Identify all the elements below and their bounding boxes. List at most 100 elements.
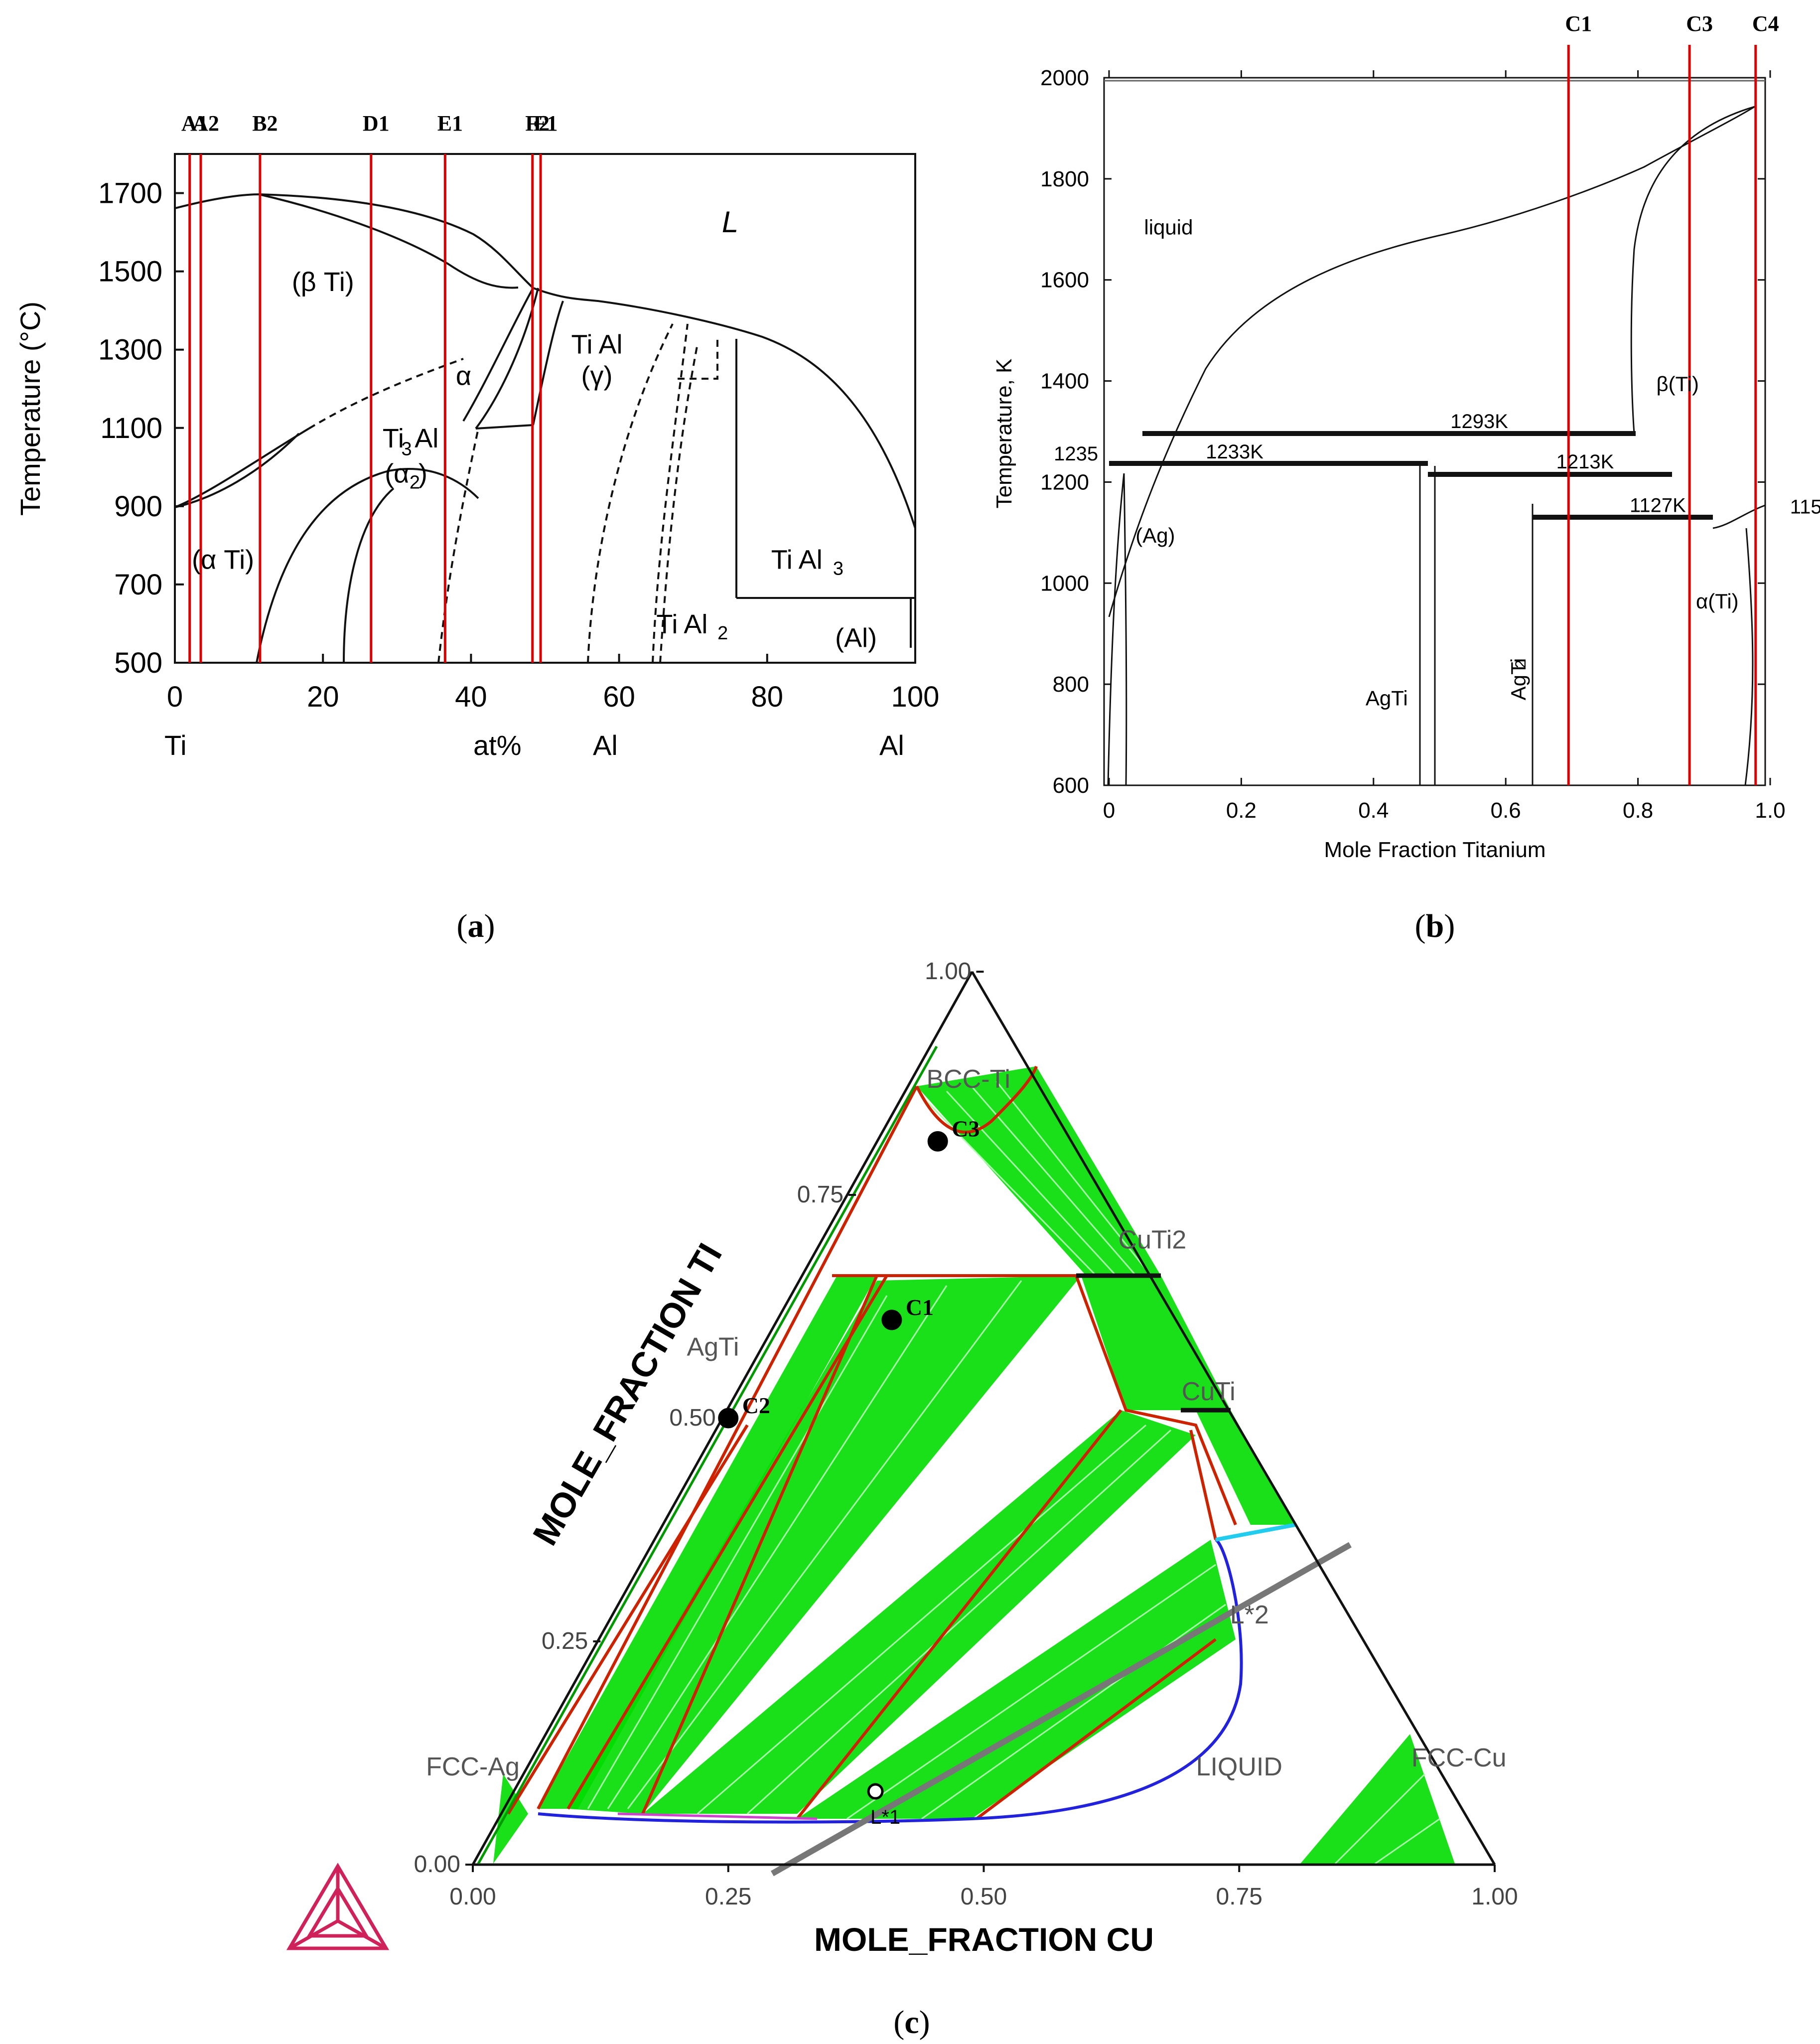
panel-b-y-tick-label: 800 <box>1053 672 1089 697</box>
panel-c-phase-label: LIQUID <box>1196 1752 1282 1781</box>
panel-c-region-fcc-cu <box>1300 1734 1455 1864</box>
thermo-calc-logo-icon <box>286 1863 390 1950</box>
panel-b-phase-boundaries <box>1107 106 1766 786</box>
panel-b-ag-ti-phase-diagram: 0 0.2 0.4 0.6 0.8 1.0 600 800 1000 1200 1400 1600 1… <box>992 11 1820 944</box>
panel-b-alpha-ti <box>1744 528 1754 786</box>
panel-b-line-label-c3: C3 <box>1686 11 1713 36</box>
panel-a-phase-label: 3 <box>402 439 412 460</box>
panel-c-left-fan <box>537 1085 1217 1820</box>
panel-c-lstar-line <box>771 1542 1352 1877</box>
panel-c-point-c2 <box>718 1408 739 1429</box>
panel-b-isotherm-bars <box>1109 431 1713 520</box>
panel-a-dashed-boundaries <box>308 323 718 663</box>
panel-b-x-axis-label: Mole Fraction Titanium <box>1324 838 1545 862</box>
panel-c-point-c3 <box>927 1131 948 1152</box>
panel-c-ti-tick-label: 0.25 <box>542 1628 588 1654</box>
panel-a-x-tick-label: 100 <box>891 681 940 713</box>
panel-c-cu-tick-label: 0.75 <box>1216 1884 1262 1910</box>
panel-c-phase-label: L*2 <box>1230 1601 1269 1629</box>
panel-a-liquidus-right <box>533 287 916 529</box>
panel-a-y-ticks: 500 700 900 1100 1300 1500 1700 <box>98 177 184 679</box>
panel-a-phase-label: 2 <box>717 623 728 644</box>
panel-a-x-tick-label: 80 <box>751 681 784 713</box>
panel-c-two-phase-regions <box>493 1066 1455 1864</box>
panel-b-y-tick-label: 1000 <box>1040 571 1089 595</box>
panel-a-dashed-tial2-a <box>652 323 689 663</box>
panel-a-dashed-box <box>678 339 718 380</box>
panel-c-bcc-curve <box>915 1065 1038 1134</box>
panel-a-x-tick-label: 40 <box>455 681 487 713</box>
panel-b-y-tick-label: 1200 <box>1040 470 1089 494</box>
panel-a-middle-element-label: Al <box>593 730 618 761</box>
panel-c-point-c1 <box>881 1310 902 1330</box>
panel-b-isotherm-label-1127k: 1127K <box>1630 494 1686 516</box>
panel-a-left-element-label: Ti <box>164 730 187 761</box>
panel-a-at-percent-label: at% <box>473 730 522 761</box>
panel-a-x-ticks: 0 20 40 60 80 100 <box>167 654 940 713</box>
panel-c-cu-tick-label: 0.25 <box>705 1884 751 1910</box>
panel-a-phase-label: (α <box>385 459 409 489</box>
panel-a-phase-label: Ti Al <box>656 609 707 639</box>
panel-a-phase-label: ) <box>419 459 427 489</box>
panel-c-point-lstar1 <box>867 1783 884 1800</box>
panel-c-region-fcc-ag <box>493 1774 528 1864</box>
panel-b-x-tick-label: 0.6 <box>1491 798 1521 823</box>
panel-c-ti-tick-label: 1.00 <box>925 958 971 985</box>
panel-a-phase-label: 2 <box>410 472 420 493</box>
panel-a-phase-label: (β Ti) <box>292 267 354 297</box>
panel-c-compound-lines <box>1076 1273 1231 1413</box>
panel-a-phase-label: Al <box>415 424 438 453</box>
panel-c-phase-label: FCC-Cu <box>1411 1744 1507 1772</box>
panel-c-phase-label: AgTi <box>687 1333 739 1362</box>
panel-a-phase-label: (α Ti) <box>192 545 254 575</box>
panel-a-dashed-tial2-b <box>659 343 699 663</box>
panel-b-caption: (b) <box>1415 908 1455 944</box>
panel-c-left-green-edge <box>477 1045 938 1865</box>
panel-a-y-axis-label: Temperature (°C) <box>14 301 46 516</box>
panel-c-cyan-segment <box>1215 1523 1296 1542</box>
panel-a-beta-transus <box>174 193 534 289</box>
panel-a-x-tick-label: 20 <box>307 681 339 713</box>
panel-c-cu-tick-label: 0.50 <box>961 1884 1007 1910</box>
panel-a-phase-label: Ti Al <box>571 330 623 360</box>
panel-c-point-label: L*1 <box>870 1806 900 1828</box>
panel-c-x-axis-label: MOLE_FRACTION CU <box>814 1921 1154 1958</box>
panel-a-caption: (a) <box>457 908 495 944</box>
panel-b-phase-label: (Ag) <box>1135 524 1175 547</box>
panel-b-x-tick-label: 1.0 <box>1755 798 1785 823</box>
panel-a-line-label-f1: F1 <box>534 111 558 136</box>
panel-a-alpha-wedge-left <box>462 288 534 422</box>
panel-a-gamma-left <box>532 300 564 426</box>
panel-c-region-liquid-b <box>797 1540 1236 1819</box>
panel-a-phase-label: 3 <box>833 558 843 579</box>
panel-b-annotation: 1235 <box>1054 443 1098 465</box>
panel-b-y-axis-label: Temperature, K <box>992 359 1016 509</box>
panel-b-liquidus-right <box>1630 106 1755 434</box>
panel-c-region-cuti2 <box>1081 1276 1231 1410</box>
panel-b-composition-lines: C1 C3 C4 <box>1565 11 1779 785</box>
panel-a-phase-label: (γ) <box>581 361 613 391</box>
panel-a-phase-label: L <box>722 205 738 239</box>
panel-c-region-bcc-liquid <box>917 1066 1161 1276</box>
panel-c-ti-ticks: 0.00 0.25 0.50 0.75 1.00 <box>414 958 984 1878</box>
panel-c-phase-label: CuTi2 <box>1119 1226 1187 1255</box>
panel-a-beta-alpha-lower <box>174 428 310 508</box>
panel-b-phase-label: AgTi <box>1507 658 1530 701</box>
panel-b-y-ticks: 600 800 1000 1200 1400 1600 1800 2000 <box>1040 66 1765 798</box>
panel-b-x-tick-label: 0.2 <box>1226 798 1257 823</box>
panel-a-dashed-gamma <box>587 323 674 663</box>
panel-c-cu-ticks: 0.00 0.25 0.50 0.75 1.00 <box>449 1865 1518 1910</box>
panel-b-phase-label: β(Ti) <box>1656 372 1699 396</box>
panel-a-phase-label: Ti Al <box>771 545 823 575</box>
panel-a-line-label-f2: F2 <box>525 111 550 136</box>
panel-c-agti-boundary <box>507 1424 749 1815</box>
panel-a-dashed-beta-alpha <box>308 358 464 430</box>
panel-a-y-tick-label: 1300 <box>98 334 162 366</box>
panel-c-ti-tick-label: 0.50 <box>669 1405 715 1431</box>
panel-a-line-label-e1: E1 <box>437 111 463 136</box>
panel-a-line-label-a1: A1 <box>181 111 208 136</box>
panel-c-phase-label: BCC-Ti <box>926 1065 1010 1094</box>
panel-b-x-tick-label: 0.8 <box>1623 798 1653 823</box>
panel-a-y-tick-label: 900 <box>114 490 162 523</box>
